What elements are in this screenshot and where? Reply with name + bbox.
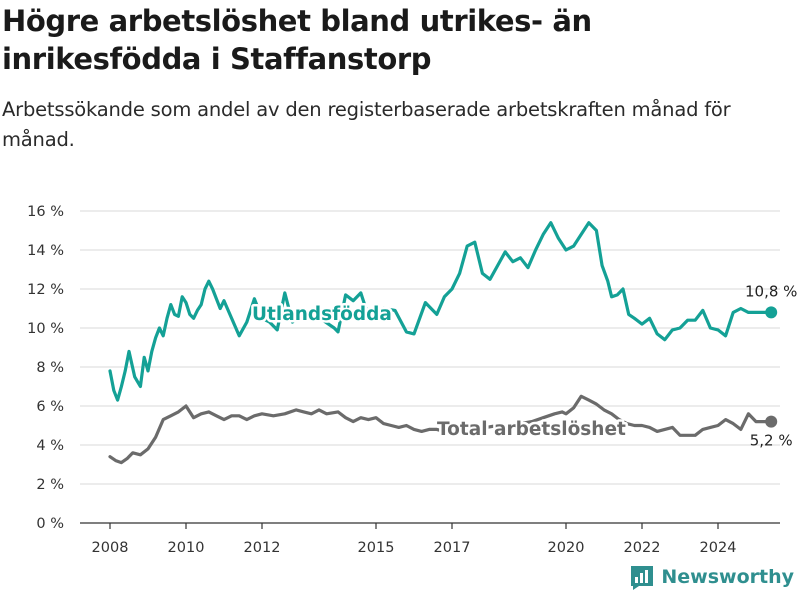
x-tick-label: 2010 — [168, 540, 205, 556]
y-tick-label: 4 % — [36, 438, 64, 454]
utlandsfodda-end-point — [765, 306, 778, 319]
x-tick-label: 2017 — [434, 540, 471, 556]
x-tick-label: 2022 — [624, 540, 661, 556]
y-tick-label: 10 % — [27, 321, 64, 337]
x-tick-label: 2020 — [548, 540, 585, 556]
y-tick-label: 0 % — [36, 516, 64, 532]
utlandsfodda-series-label-halo: Utlandsfödda — [252, 304, 392, 325]
x-tick-label: 2012 — [244, 540, 281, 556]
y-tick-label: 12 % — [27, 282, 64, 298]
total-end-value: 5,2 % — [750, 432, 793, 450]
x-tick-label: 2015 — [358, 540, 395, 556]
total-series-label-halo: Total arbetslöshet — [437, 419, 626, 440]
gridlines — [80, 210, 780, 485]
y-tick-label: 14 % — [27, 243, 64, 259]
utlandsfodda-line — [108, 221, 773, 402]
x-tick-label: 2024 — [700, 540, 737, 556]
utlandsfodda-series-label: Utlandsfödda — [252, 304, 392, 325]
total-end-point — [765, 415, 778, 428]
chart-subtitle: Arbetssökande som andel av den registerb… — [2, 98, 731, 151]
y-tick-label: 2 % — [36, 477, 64, 493]
total-series-label: Total arbetslöshet — [437, 419, 626, 440]
y-tick-label: 6 % — [36, 399, 64, 415]
brand-logo: Newsworthy — [629, 562, 794, 592]
x-axis: 2008 2010 2012 2015 2017 2020 2022 2024 — [80, 522, 780, 556]
bar-chart-logo-icon — [631, 566, 654, 590]
total-line — [108, 394, 773, 465]
y-tick-label: 16 % — [27, 204, 64, 220]
series-labels: 10,8 %5,2 %UtlandsföddaUtlandsföddaTotal… — [250, 282, 798, 450]
series-lines — [108, 221, 778, 465]
utlandsfodda-end-value: 10,8 % — [745, 282, 797, 300]
x-tick-label: 2008 — [92, 540, 129, 556]
y-axis-ticks: 0 % 2 % 4 % 6 % 8 % 10 % 12 % 14 % 16 % — [27, 204, 64, 532]
brand-name: Newsworthy — [661, 566, 794, 588]
y-tick-label: 8 % — [36, 360, 64, 376]
chart-title: Högre arbetslöshet bland utrikes- än inr… — [2, 4, 592, 76]
